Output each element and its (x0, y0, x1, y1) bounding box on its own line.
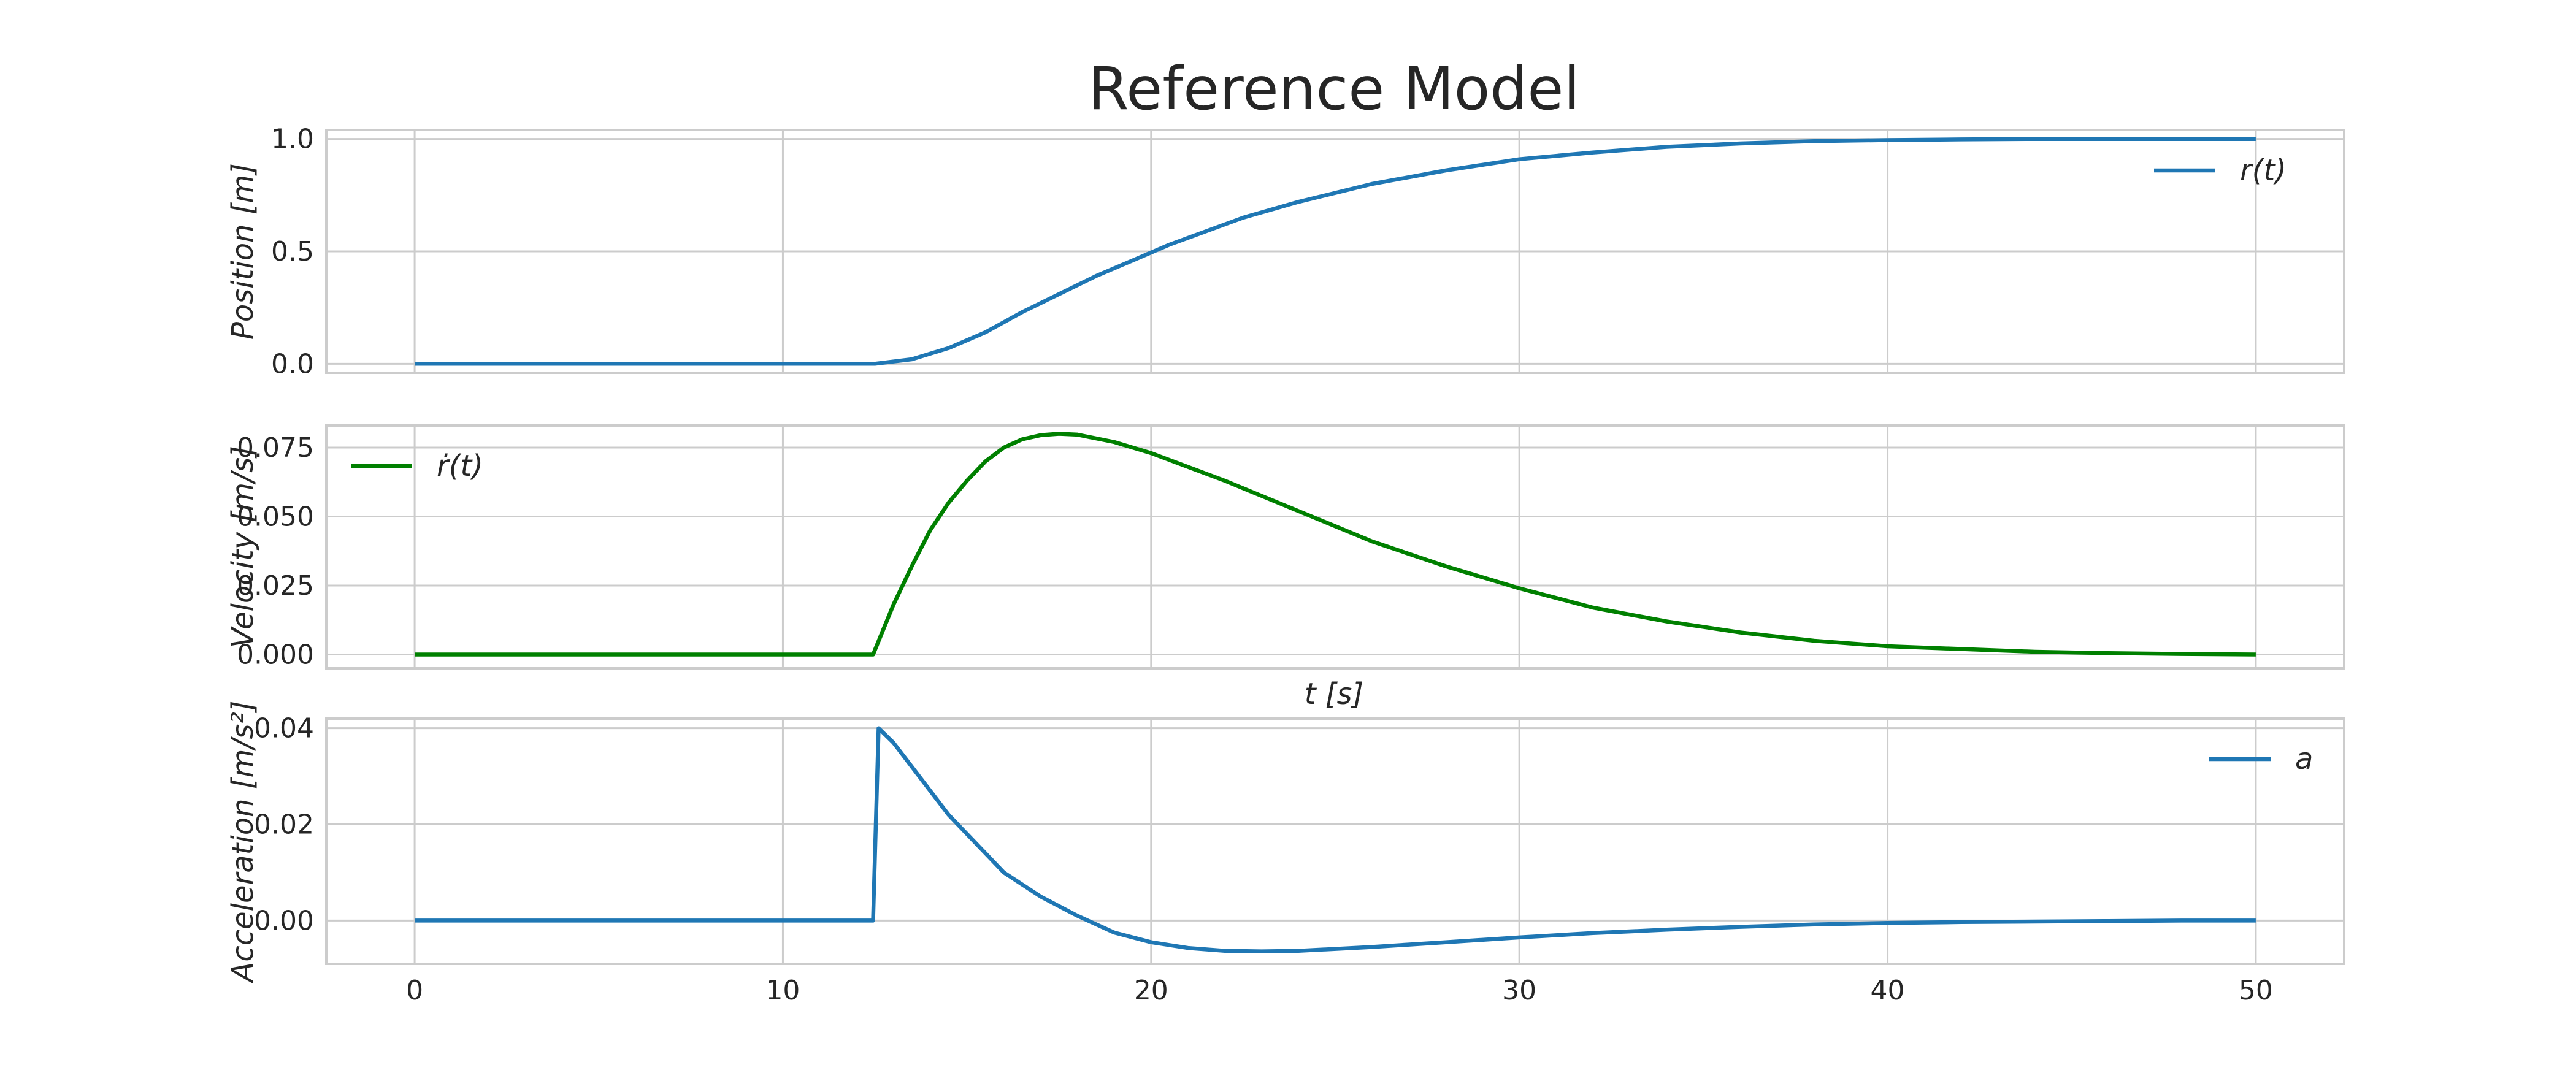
y-axis-label: Position [m] (226, 163, 260, 340)
legend: ṙ(t) (351, 449, 483, 483)
legend: a (2209, 742, 2313, 776)
y-tick-label: 0.5 (271, 236, 314, 267)
axes-frame (325, 129, 2345, 374)
subplot-1: 0.0 0.5 1.0 Position [m] r(t) (226, 124, 2345, 380)
y-tick-label: 1.0 (271, 124, 314, 155)
axes-frame (325, 424, 2345, 670)
x-tick-label: 30 (1502, 975, 1536, 1006)
y-tick-label: 0.04 (254, 713, 314, 744)
y-tick-label: 0.050 (237, 502, 314, 533)
x-tick-label: 40 (1871, 975, 1905, 1006)
y-tick-label: 0.025 (237, 570, 314, 601)
x-tick-label: 0 (406, 975, 423, 1006)
axes-frame (325, 717, 2345, 965)
x-tick-label: 10 (765, 975, 800, 1006)
legend-label: r(t) (2240, 153, 2287, 188)
y-tick-label: 0.0 (271, 348, 314, 380)
x-tick-label: 20 (1134, 975, 1168, 1006)
x-axis-ticks: 0 10 20 30 40 50 (406, 975, 2273, 1006)
y-tick-label: 0.000 (237, 640, 314, 671)
y-tick-label: 0.00 (254, 905, 314, 936)
y-tick-label: 0.075 (237, 432, 314, 464)
series-line-a (415, 726, 2256, 953)
chart-title: Reference Model (1088, 55, 1580, 123)
y-tick-label: 0.02 (254, 809, 314, 841)
x-tick-label: 50 (2239, 975, 2273, 1006)
y-axis-label: Velocity [m/s] (226, 446, 260, 648)
y-axis-label: Acceleration [m/s²] (226, 701, 260, 984)
x-axis-label: t [s] (1305, 677, 1364, 711)
series-line-t (415, 432, 2256, 657)
legend: r(t) (2154, 153, 2287, 188)
legend-label: a (2295, 742, 2313, 776)
series-line-r-t (415, 137, 2256, 366)
legend-label: ṙ(t) (437, 449, 483, 483)
